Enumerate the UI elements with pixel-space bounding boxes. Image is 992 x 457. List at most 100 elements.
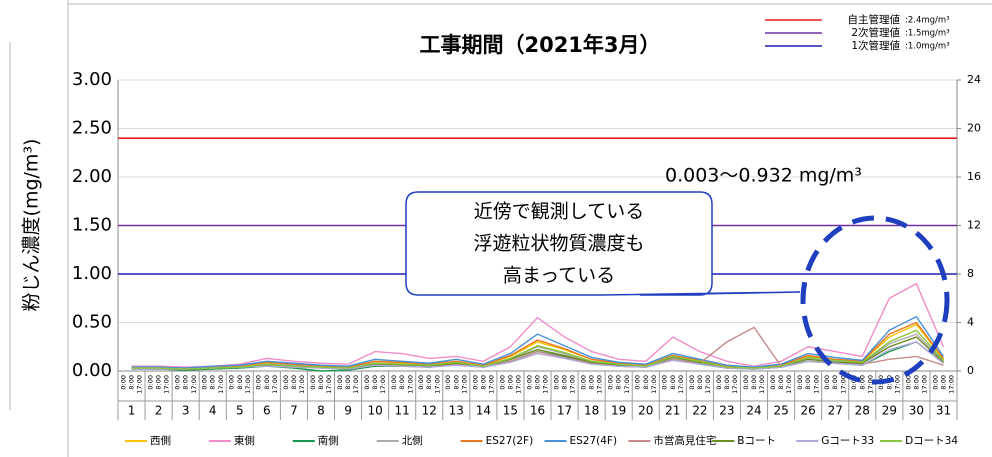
threshold-legend-name: 自主管理値 xyxy=(848,13,901,26)
time-tick-label: 0:00 xyxy=(201,375,209,390)
time-tick-label: 8:00 xyxy=(506,375,514,390)
x-tick-label: 13 xyxy=(449,404,464,418)
time-tick-label: 8:00 xyxy=(723,375,731,390)
time-tick-label: 8:00 xyxy=(777,375,785,390)
time-tick-label: 0:00 xyxy=(634,375,642,390)
x-tick-label: 20 xyxy=(638,404,653,418)
x-tick-label: 3 xyxy=(182,404,190,418)
time-tick-label: 8:00 xyxy=(317,375,325,390)
y-tick-label: 2.00 xyxy=(72,166,112,187)
x-tick-label: 12 xyxy=(422,404,437,418)
time-tick-label: 0:00 xyxy=(471,375,479,390)
y2-tick-label: 24 xyxy=(967,73,981,86)
y2-tick-label: 12 xyxy=(967,219,981,232)
time-tick-label: 17:00 xyxy=(704,375,712,394)
annotation-range: 0.003～0.932 mg/m³ xyxy=(665,165,862,187)
time-tick-label: 0:00 xyxy=(498,375,506,390)
x-tick-label: 31 xyxy=(936,404,951,418)
threshold-legend-name: 1次管理値 xyxy=(851,39,900,52)
time-tick-label: 8:00 xyxy=(939,375,947,390)
time-tick-label: 8:00 xyxy=(182,375,190,390)
time-tick-label: 17:00 xyxy=(515,375,523,394)
x-tick-label: 18 xyxy=(584,404,599,418)
time-tick-label: 8:00 xyxy=(263,375,271,390)
time-tick-label: 0:00 xyxy=(309,375,317,390)
time-tick-label: 17:00 xyxy=(379,375,387,394)
time-tick-label: 8:00 xyxy=(642,375,650,390)
time-tick-label: 0:00 xyxy=(390,375,398,390)
series-line xyxy=(131,323,945,369)
time-tick-label: 8:00 xyxy=(831,375,839,390)
time-tick-label: 17:00 xyxy=(785,375,793,394)
time-tick-label: 0:00 xyxy=(688,375,696,390)
time-tick-label: 0:00 xyxy=(715,375,723,390)
time-tick-label: 0:00 xyxy=(769,375,777,390)
time-tick-label: 17:00 xyxy=(352,375,360,394)
x-tick-label: 11 xyxy=(395,404,410,418)
x-tick-label: 26 xyxy=(801,404,816,418)
time-tick-label: 0:00 xyxy=(417,375,425,390)
time-tick-label: 17:00 xyxy=(487,375,495,394)
x-tick-label: 17 xyxy=(557,404,572,418)
time-tick-label: 0:00 xyxy=(823,375,831,390)
time-tick-label: 17:00 xyxy=(136,375,144,394)
time-tick-label: 0:00 xyxy=(146,375,154,390)
x-tick-label: 19 xyxy=(611,404,626,418)
x-tick-label: 15 xyxy=(503,404,518,418)
time-tick-label: 8:00 xyxy=(209,375,217,390)
x-tick-label: 9 xyxy=(344,404,352,418)
threshold-legend-value: :1.0mg/m³ xyxy=(905,42,950,52)
y-axis-label: 粉じん濃度(mg/m³) xyxy=(21,139,43,312)
time-tick-label: 17:00 xyxy=(731,375,739,394)
y-tick-label: 0.50 xyxy=(72,312,112,333)
time-tick-label: 8:00 xyxy=(561,375,569,390)
time-tick-label: 0:00 xyxy=(228,375,236,390)
highlight-ellipse xyxy=(800,215,950,385)
series-line xyxy=(131,282,945,368)
series-line xyxy=(131,329,944,370)
time-tick-label: 8:00 xyxy=(371,375,379,390)
time-tick-label: 8:00 xyxy=(425,375,433,390)
x-tick-label: 10 xyxy=(367,404,382,418)
y-tick-label: 3.00 xyxy=(72,69,112,90)
series-line xyxy=(131,336,944,370)
legend-label: Bコート xyxy=(737,435,776,447)
callout-text: 近傍で観測している xyxy=(474,201,644,223)
time-tick-label: 17:00 xyxy=(542,375,550,394)
time-tick-label: 0:00 xyxy=(363,375,371,390)
time-tick-label: 8:00 xyxy=(858,375,866,390)
time-tick-label: 17:00 xyxy=(758,375,766,394)
x-tick-label: 29 xyxy=(882,404,897,418)
time-tick-label: 8:00 xyxy=(128,375,136,390)
chart-title: 工事期間（2021年3月） xyxy=(419,33,660,57)
time-tick-label: 0:00 xyxy=(580,375,588,390)
series-line xyxy=(131,315,945,369)
time-tick-label: 8:00 xyxy=(615,375,623,390)
callout-text: 高まっている xyxy=(503,265,615,287)
legend-label: 北側 xyxy=(402,434,423,447)
x-tick-label: 22 xyxy=(692,404,707,418)
time-tick-label: 17:00 xyxy=(812,375,820,394)
legend-label: ES27(4F) xyxy=(570,435,618,447)
legend-label: 南側 xyxy=(318,434,339,447)
time-tick-label: 17:00 xyxy=(623,375,631,394)
time-tick-label: 17:00 xyxy=(163,375,171,394)
time-tick-label: 17:00 xyxy=(460,375,468,394)
time-tick-label: 8:00 xyxy=(669,375,677,390)
y2-tick-label: 4 xyxy=(967,316,974,329)
y2-tick-label: 0 xyxy=(967,364,974,377)
time-tick-label: 17:00 xyxy=(271,375,279,394)
time-tick-label: 17:00 xyxy=(433,375,441,394)
time-tick-label: 0:00 xyxy=(931,375,939,390)
time-tick-label: 8:00 xyxy=(804,375,812,390)
legend-label: 東側 xyxy=(234,434,255,447)
legend-label: Dコート34 xyxy=(905,435,958,447)
time-tick-label: 8:00 xyxy=(155,375,163,390)
time-tick-label: 0:00 xyxy=(661,375,669,390)
y-tick-label: 1.00 xyxy=(72,263,112,284)
x-tick-label: 24 xyxy=(746,404,761,418)
y-tick-label: 0.00 xyxy=(72,360,112,381)
x-tick-label: 7 xyxy=(290,404,298,418)
time-tick-label: 8:00 xyxy=(912,375,920,390)
